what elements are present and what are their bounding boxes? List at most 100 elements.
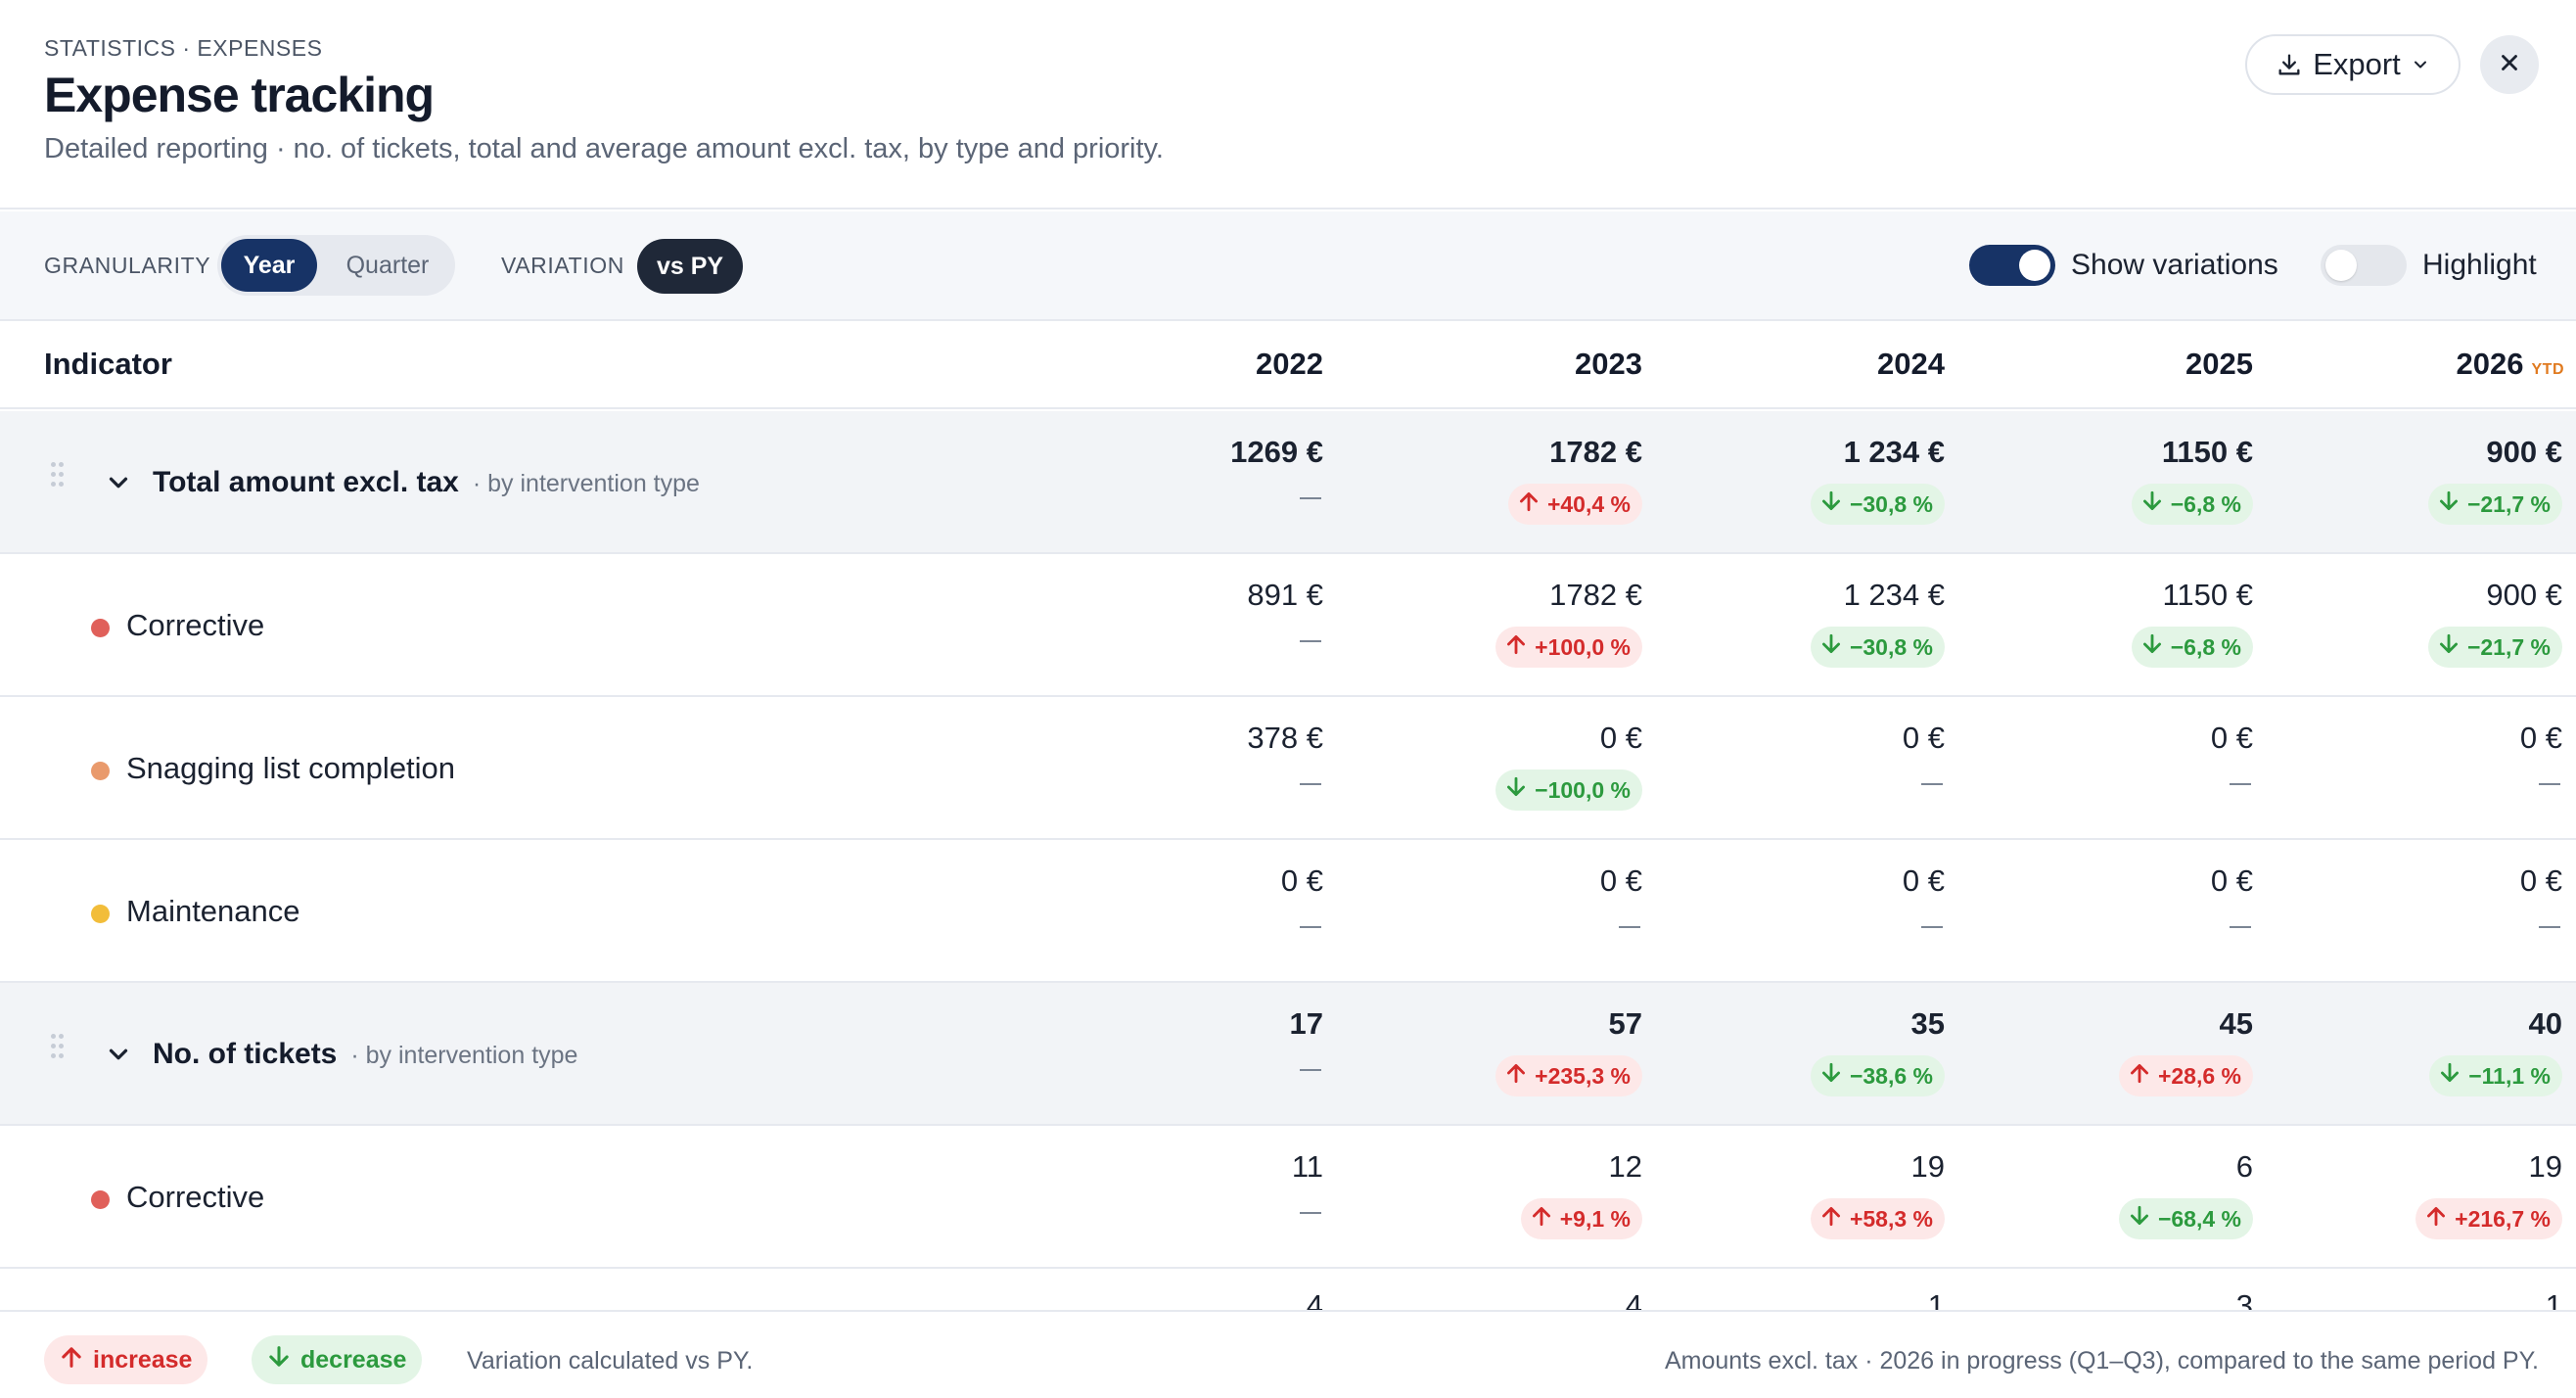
- chevron-down-icon[interactable]: [104, 1040, 133, 1074]
- cell-value: 1150 €: [2162, 578, 2253, 612]
- close-button[interactable]: [2480, 35, 2539, 94]
- no-variation-dash: [2230, 926, 2251, 928]
- cell-value: 1: [2545, 1288, 2562, 1310]
- arrow-down-icon: [265, 1343, 293, 1377]
- variation-value: −100,0 %: [1535, 776, 1631, 803]
- variation-value: −38,6 %: [1849, 1062, 1933, 1089]
- table-cell: 0 €: [2347, 863, 2562, 971]
- variation-badge: −38,6 %: [1810, 1055, 1945, 1096]
- year-column-header-2026[interactable]: 2026 YTD: [2310, 347, 2564, 382]
- granularity-option-year[interactable]: Year: [221, 239, 317, 292]
- table-cell: 17: [1108, 1006, 1323, 1114]
- table-cell: 900 € −21,7 %: [2347, 435, 2562, 542]
- indicator-column-header: Indicator: [44, 347, 172, 381]
- table-cell: 1782 € +40,4 %: [1427, 435, 1642, 542]
- table-cell: 0 €: [1427, 863, 1642, 971]
- cell-value: 4: [1306, 1288, 1323, 1310]
- variation-badge: −68,4 %: [2118, 1198, 2253, 1239]
- table-row[interactable]: Maintenance 0 € 0 € 0 € 0 € 0 €: [0, 840, 2576, 983]
- no-variation-dash: [2230, 783, 2251, 785]
- arrow-down-icon: [2437, 1060, 2462, 1092]
- variation-value: −30,8 %: [1849, 490, 1933, 517]
- table-cell: 1 234 € −30,8 %: [1729, 578, 1945, 685]
- variation-badge: −6,8 %: [2131, 484, 2253, 525]
- table-cell: 0 €: [2347, 721, 2562, 828]
- arrow-up-icon: [1529, 1203, 1554, 1235]
- cell-value: 900 €: [2486, 435, 2562, 469]
- download-icon: [2276, 51, 2303, 78]
- variation-badge: +216,7 %: [2415, 1198, 2562, 1239]
- cell-value: 891 €: [1247, 578, 1323, 612]
- cell-value: 12: [1608, 1149, 1642, 1184]
- variation-value: −68,4 %: [2157, 1205, 2241, 1232]
- table-cell: 19 +216,7 %: [2347, 1149, 2562, 1257]
- arrow-up-icon: [58, 1343, 85, 1377]
- cell-value: 0 €: [2519, 863, 2562, 898]
- variation-value: +28,6 %: [2157, 1062, 2241, 1089]
- arrow-down-icon: [2139, 489, 2165, 520]
- group-label: No. of tickets · by intervention type: [153, 1038, 577, 1071]
- table-row[interactable]: Corrective 11 12 +9,1 % 19 +58,3 % 6 −68,4 % 19 +…: [0, 1126, 2576, 1269]
- table-cell: 1782 € +100,0 %: [1427, 578, 1642, 685]
- year-column-header[interactable]: 2023: [1575, 347, 1642, 381]
- group-row[interactable]: No. of tickets · by intervention type 17 57…: [0, 983, 2576, 1126]
- granularity-segmented-control: Year Quarter: [217, 235, 455, 296]
- row-label: Maintenance: [126, 894, 300, 928]
- table-cell: 900 € −21,7 %: [2347, 578, 2562, 685]
- year-column-header[interactable]: 2025: [2185, 347, 2253, 381]
- no-variation-dash: [2539, 926, 2560, 928]
- close-icon: [2497, 50, 2522, 80]
- variation-selector[interactable]: vs PY: [637, 239, 743, 294]
- export-button[interactable]: Export: [2245, 34, 2461, 95]
- variation-badge: +100,0 %: [1495, 627, 1642, 668]
- cell-value: 1150 €: [2161, 435, 2253, 469]
- row-label: Corrective: [126, 608, 265, 642]
- chevron-down-icon[interactable]: [104, 468, 133, 502]
- cell-value: 1782 €: [1549, 578, 1642, 612]
- table-row[interactable]: Corrective 891 € 1782 € +100,0 % 1 234 € −30,…: [0, 554, 2576, 697]
- drag-handle-icon[interactable]: [51, 462, 65, 495]
- table-cell: 0 €: [2038, 863, 2253, 971]
- variation-value: −21,7 %: [2466, 490, 2551, 517]
- variation-badge: +235,3 %: [1495, 1055, 1642, 1096]
- table-cell: 378 €: [1108, 721, 1323, 828]
- cell-value: 0 €: [2210, 863, 2253, 898]
- no-variation-dash: [1300, 783, 1321, 785]
- year-column-header[interactable]: 2024: [1877, 347, 1945, 381]
- no-variation-dash: [1300, 640, 1321, 642]
- table-cell: 1 234 € −30,8 %: [1729, 435, 1945, 542]
- legend-increase: increase: [44, 1335, 208, 1384]
- variation-badge: −21,7 %: [2427, 484, 2562, 525]
- table-cell: 6 −68,4 %: [2038, 1149, 2253, 1257]
- no-variation-dash: [1300, 1212, 1321, 1214]
- table-header: Indicator 2022 2023 2024 2025 2026 YTD: [0, 323, 2576, 409]
- type-color-dot: [91, 762, 110, 780]
- table-row[interactable]: Snagging list completion 378 € 0 € −100,0 %…: [0, 697, 2576, 840]
- type-color-dot: [91, 1190, 110, 1209]
- variation-label: VARIATION: [501, 253, 624, 278]
- arrow-up-icon: [1818, 1203, 1844, 1235]
- year-column-header[interactable]: 2022: [1256, 347, 1323, 381]
- row-label: Corrective: [126, 1180, 265, 1214]
- arrow-down-icon: [1818, 1060, 1844, 1092]
- arrow-down-icon: [1818, 489, 1844, 520]
- drag-handle-icon[interactable]: [51, 1034, 65, 1067]
- cell-value: 4: [1625, 1288, 1642, 1310]
- variation-badge: −11,1 %: [2429, 1055, 2562, 1096]
- year-label: 2026: [2456, 347, 2524, 381]
- highlight-toggle[interactable]: [2321, 245, 2407, 286]
- show-variations-toggle[interactable]: [1969, 245, 2055, 286]
- cell-value: 35: [1910, 1006, 1945, 1041]
- group-row[interactable]: Total amount excl. tax · by intervention …: [0, 411, 2576, 554]
- table-row-partial: 4 4 1 3 1: [0, 1288, 2576, 1310]
- page-title: Expense tracking: [44, 68, 435, 122]
- cell-value: 17: [1289, 1006, 1323, 1041]
- arrow-down-icon: [2139, 631, 2165, 663]
- cell-value: 1 234 €: [1843, 435, 1945, 469]
- export-label: Export: [2313, 47, 2401, 81]
- cell-value: 19: [1910, 1149, 1945, 1184]
- table-cell: 57 +235,3 %: [1427, 1006, 1642, 1114]
- granularity-option-quarter[interactable]: Quarter: [345, 251, 430, 279]
- variation-badge: +40,4 %: [1507, 484, 1642, 525]
- table-cell: 0 €: [1729, 721, 1945, 828]
